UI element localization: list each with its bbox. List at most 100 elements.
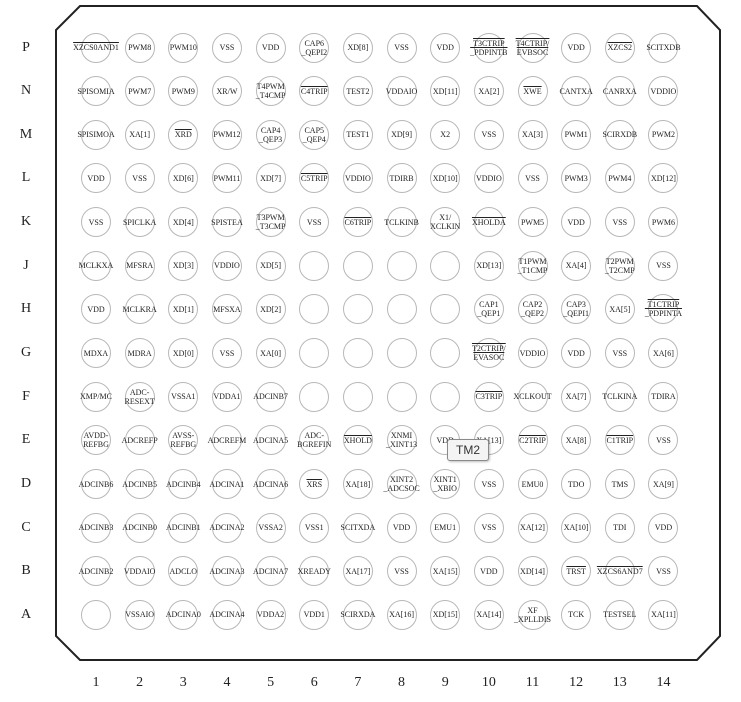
ball (299, 381, 330, 412)
ball (517, 556, 548, 587)
pin-label: XD[0] (172, 348, 194, 358)
ball (648, 207, 679, 238)
ball (517, 425, 548, 456)
pin-label: T2PWM _T2CMP (604, 256, 635, 275)
pin-label: ADCINA3 (209, 566, 245, 576)
pin-label: VSS (612, 217, 628, 227)
pin-label: XD[5] (260, 261, 282, 271)
ball (124, 163, 155, 194)
ball (81, 469, 111, 499)
ball (473, 512, 504, 543)
ball (473, 32, 504, 63)
pin-label: SCITXDA (340, 523, 376, 533)
pin-label: PWM12 (213, 130, 241, 140)
pin-label: ADCINB3 (78, 523, 114, 533)
pin-label: XA[11] (651, 610, 676, 620)
pin-label: XD[14] (520, 566, 545, 576)
pin-label: C4TRIP (300, 86, 328, 96)
ball (430, 469, 461, 499)
ball (561, 163, 592, 194)
column-label: 4 (223, 675, 231, 690)
pin-label: TCLKINA (602, 392, 638, 402)
ball (386, 294, 417, 325)
pin-label: XA[14] (476, 610, 502, 620)
ball (517, 76, 548, 107)
ball (386, 250, 417, 281)
ball (124, 469, 155, 499)
pin-label: CAP1 _QEP1 (477, 300, 501, 319)
ball (561, 76, 592, 107)
ball (473, 381, 504, 412)
ball (168, 512, 199, 543)
pin-label: TESTSEL (603, 610, 637, 620)
pin-label: VSSAIO (125, 610, 155, 620)
pin-label: XD[10] (432, 173, 458, 183)
pin-label: TDIRA (651, 392, 676, 402)
pin-label: VSS1 (304, 523, 324, 533)
ball (124, 425, 155, 456)
pin-label: VDDA2 (257, 610, 285, 620)
ball (648, 425, 679, 456)
pin-label: XRS (306, 479, 323, 489)
ball (81, 599, 111, 630)
ball (561, 556, 592, 587)
pin-label: XA[7] (565, 392, 587, 402)
row-label: N (20, 83, 32, 99)
pin-label: PWM2 (651, 130, 675, 140)
pin-label: VDD1 (303, 610, 325, 620)
ball (342, 556, 373, 587)
ball (604, 119, 635, 150)
pin-label: T4CTRIP/ EVBSOC (515, 38, 550, 57)
ball (473, 207, 504, 238)
ball (386, 32, 417, 63)
pin-label: AVDD- REFBG (83, 431, 109, 450)
ball (342, 469, 373, 499)
pin-label: XD[8] (347, 43, 369, 52)
ball (648, 163, 679, 194)
ball (648, 32, 679, 63)
ball (430, 250, 461, 281)
pin-label: PWM10 (169, 43, 197, 52)
ball (604, 381, 635, 412)
ball (255, 119, 286, 150)
pin-label: VSS (219, 348, 235, 358)
ball (561, 469, 592, 499)
pin-label: VDD (87, 173, 105, 183)
ball (124, 250, 155, 281)
pin-label: XA[1] (129, 130, 151, 140)
ball (648, 76, 679, 107)
ball (211, 163, 242, 194)
ball (604, 207, 635, 238)
ball (168, 207, 199, 238)
ball (386, 163, 417, 194)
column-label: 6 (310, 675, 318, 690)
ball (517, 599, 548, 630)
pin-label: SCITXDB (646, 43, 681, 52)
pin-label: SCIRXDA (340, 610, 376, 620)
pin-label: XA[3] (522, 130, 543, 140)
pin-label: XD[1] (172, 304, 194, 314)
pin-label: XA[9] (652, 479, 674, 489)
ball (168, 381, 199, 412)
ball (168, 76, 199, 107)
pin-label: ADCREFM (207, 435, 247, 445)
ball (561, 32, 592, 63)
column-label: 1 (92, 675, 100, 690)
pin-label: ADCINB4 (165, 479, 201, 489)
pin-label: MCLKXA (78, 261, 114, 271)
ball (299, 32, 330, 63)
ball (648, 469, 679, 499)
pin-label: VDD (392, 523, 411, 533)
ball (211, 381, 242, 412)
pin-label: TDIRB (389, 173, 414, 183)
row-label: G (20, 345, 32, 361)
pin-label: T4PWM _T4CMP (255, 82, 286, 101)
ball (473, 76, 504, 107)
ball (211, 294, 242, 325)
ball (255, 207, 286, 238)
pin-label: ADCINB6 (78, 479, 114, 489)
ball (299, 512, 330, 543)
ball (604, 338, 635, 369)
pin-label: VSS (394, 566, 409, 576)
